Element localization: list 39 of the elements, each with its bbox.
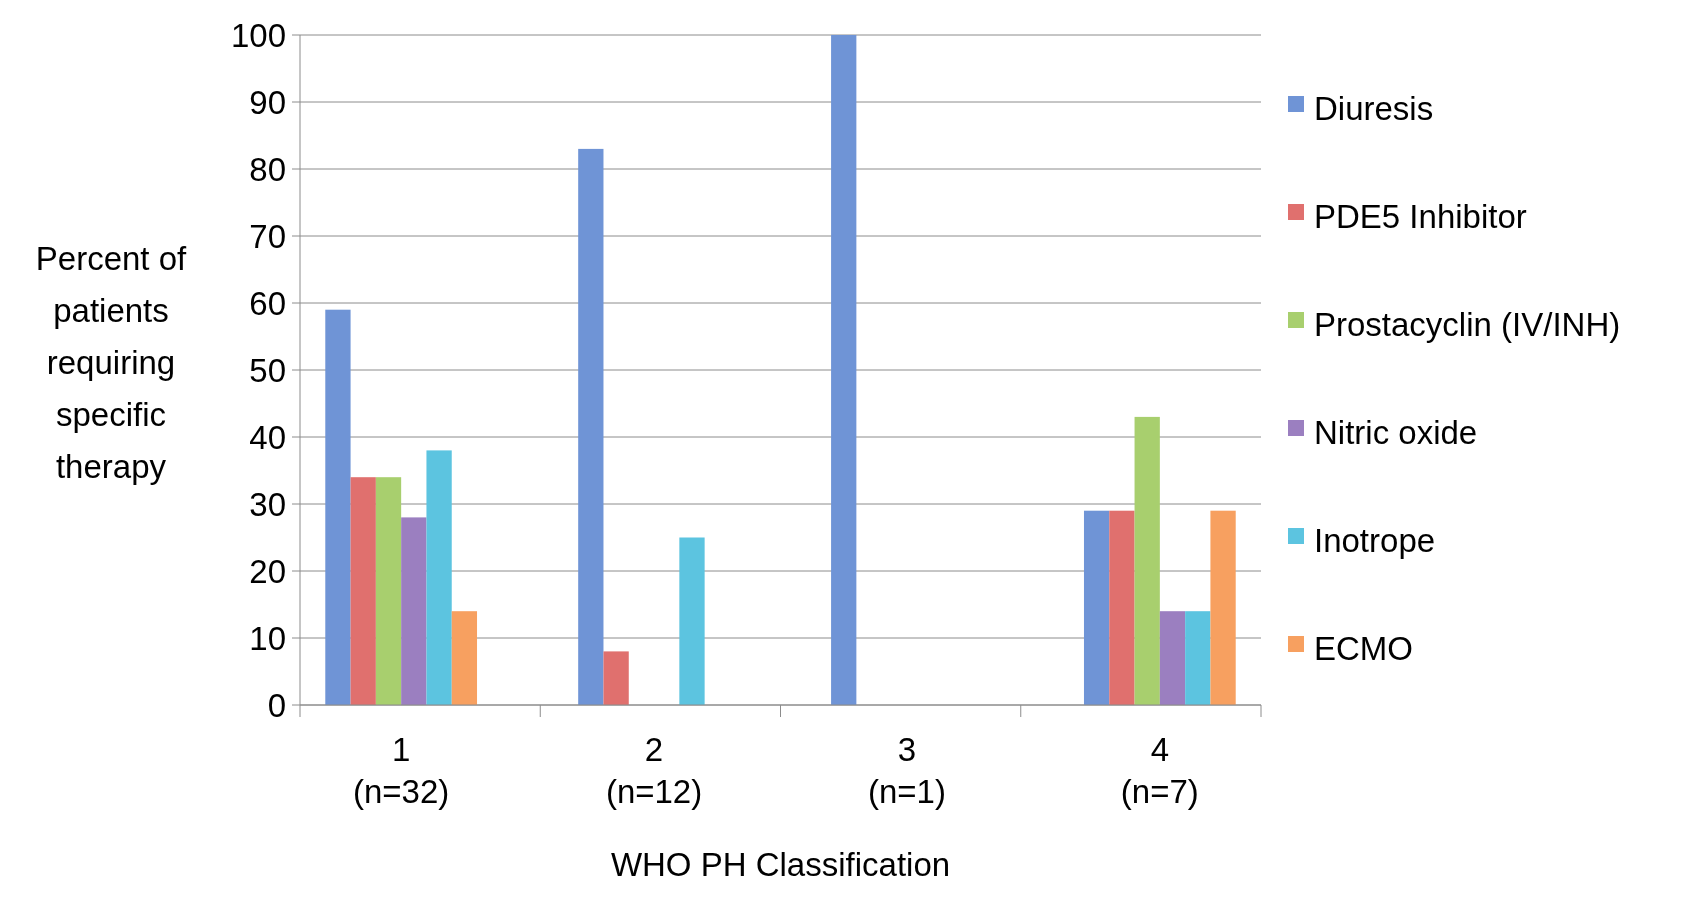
legend-label: Inotrope (1314, 521, 1436, 559)
legend-label: PDE5 Inhibitor (1314, 197, 1527, 235)
y-tick-label: 20 (249, 552, 286, 590)
legend-label: ECMO (1314, 629, 1413, 667)
bar (426, 450, 452, 705)
y-tick-label: 100 (230, 16, 286, 54)
y-tick-label: 90 (249, 83, 286, 121)
bar (451, 611, 478, 705)
x-axis-title: WHO PH Classification (610, 846, 951, 883)
y-tick-label: 80 (249, 150, 286, 188)
bar (578, 148, 604, 705)
y-tick-label: 10 (249, 619, 286, 657)
y-tick-label: 60 (249, 284, 286, 322)
y-tick-label: 0 (267, 686, 286, 724)
y-tick-label: 40 (249, 418, 286, 456)
legend-label: Diuresis (1314, 89, 1434, 127)
y-tick-label: 50 (249, 351, 286, 389)
x-tick-label: 3 (n=1) (867, 731, 946, 810)
bar (831, 35, 857, 705)
x-tick-label: 4 (n=7) (1120, 731, 1199, 810)
bar (1134, 416, 1160, 705)
bar (1185, 611, 1211, 705)
bar (603, 651, 629, 705)
legend-label: Nitric oxide (1314, 413, 1478, 451)
bar (350, 477, 376, 705)
bar (1210, 510, 1236, 705)
y-axis-title: Percent of patients requiring specific therapy (35, 240, 188, 485)
bar (1109, 510, 1135, 705)
x-tick-label: 1 (n=32) (353, 731, 450, 810)
y-tick-label: 30 (249, 485, 286, 523)
y-tick-label: 70 (249, 217, 286, 255)
x-tick-label: 2 (n=12) (605, 731, 703, 810)
bar (375, 477, 402, 705)
bar (1159, 611, 1186, 705)
legend-label: Prostacyclin (IV/INH) (1314, 305, 1621, 343)
bar (679, 537, 705, 705)
bar (325, 309, 351, 705)
bar (401, 517, 427, 705)
bar (1083, 510, 1110, 705)
